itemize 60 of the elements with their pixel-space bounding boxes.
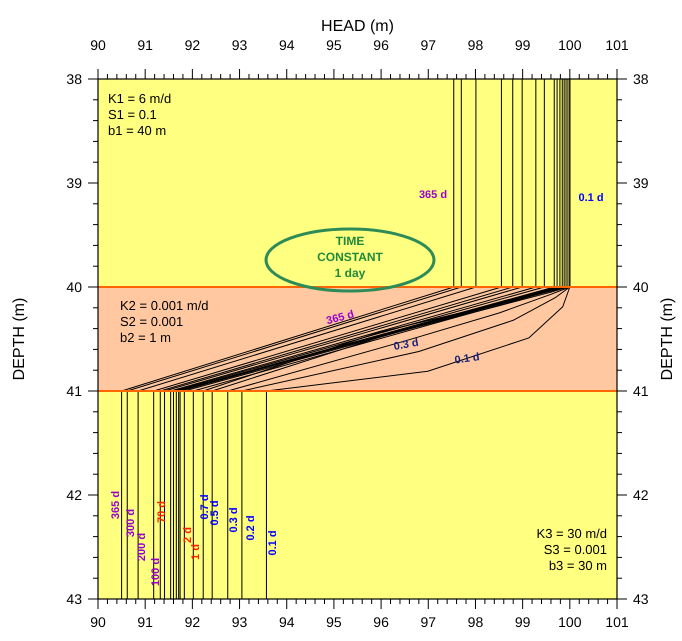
annotation: 0.1 d bbox=[454, 351, 480, 367]
y2-tick-label: 41 bbox=[633, 382, 649, 399]
annotation: K2 = 0.001 m/d S2 = 0.001 b2 = 1 m bbox=[120, 298, 209, 345]
y-tick-label: 42 bbox=[66, 486, 82, 503]
annotation: 0.3 d bbox=[392, 336, 420, 353]
x-tick-label: 93 bbox=[232, 614, 248, 630]
annotation: 1 d bbox=[190, 544, 202, 560]
x2-tick-label: 96 bbox=[373, 37, 390, 53]
y2-tick-label: 43 bbox=[633, 590, 649, 607]
x-tick-label: 99 bbox=[514, 614, 531, 630]
y-axis-title: DEPTH (m) bbox=[11, 298, 28, 380]
x2-tick-label: 99 bbox=[514, 37, 531, 53]
x-tick-label: 91 bbox=[137, 614, 154, 630]
annotation: 2 d bbox=[182, 527, 194, 543]
annotation: 70 d bbox=[156, 500, 168, 524]
y-tick-label: 39 bbox=[66, 174, 82, 191]
x2-axis-title: HEAD (m) bbox=[321, 18, 394, 35]
y2-tick-label: 39 bbox=[633, 174, 649, 191]
annotation: 365 d bbox=[110, 490, 122, 520]
y-tick-label: 38 bbox=[66, 70, 82, 87]
annotation: 100 d bbox=[150, 558, 162, 586]
x2-tick-label: 98 bbox=[468, 37, 484, 53]
x-tick-label: 94 bbox=[278, 614, 295, 630]
annotation: TIME CONSTANT 1 day bbox=[317, 234, 384, 280]
y2-tick-label: 42 bbox=[633, 486, 649, 503]
x2-tick-label: 94 bbox=[278, 37, 295, 53]
annotation: K3 = 30 m/d S3 = 0.001 b3 = 30 m bbox=[536, 526, 607, 573]
x2-tick-label: 90 bbox=[90, 37, 106, 53]
x2-tick-label: 97 bbox=[420, 37, 436, 53]
x-tick-label: 95 bbox=[326, 614, 342, 630]
x-tick-label: 100 bbox=[558, 614, 582, 630]
y-tick-label: 41 bbox=[66, 382, 82, 399]
annotation: 365 d bbox=[325, 308, 356, 328]
x-tick-label: 101 bbox=[605, 614, 629, 630]
annotation: 0.7 d bbox=[198, 494, 211, 520]
x2-tick-label: 92 bbox=[184, 37, 200, 53]
annotation: 200 d bbox=[136, 532, 148, 562]
y2-axis-title: DEPTH (m) bbox=[659, 298, 676, 380]
annotation: K1 = 6 m/d S1 = 0.1 b1 = 40 m bbox=[108, 91, 172, 138]
y2-tick-label: 40 bbox=[633, 278, 649, 295]
y2-tick-label: 38 bbox=[633, 70, 649, 87]
x2-tick-label: 100 bbox=[558, 37, 582, 53]
x2-tick-label: 93 bbox=[232, 37, 248, 53]
annotation: 300 d bbox=[124, 508, 137, 538]
annotation: 0.1 d bbox=[578, 192, 604, 204]
annotation: 365 d bbox=[418, 188, 448, 201]
x2-tick-label: 91 bbox=[137, 37, 154, 53]
x-tick-label: 97 bbox=[420, 614, 436, 630]
x-tick-label: 90 bbox=[90, 614, 106, 630]
x-tick-label: 98 bbox=[468, 614, 484, 630]
x-tick-label: 92 bbox=[184, 614, 200, 630]
x-tick-label: 96 bbox=[373, 614, 390, 630]
annotation: 0.2 d bbox=[244, 515, 257, 541]
annotation: 0.3 d bbox=[228, 507, 240, 533]
y-tick-label: 43 bbox=[66, 590, 82, 607]
annotation: 0.1 d bbox=[266, 530, 279, 556]
x2-tick-label: 101 bbox=[605, 37, 629, 53]
x2-tick-label: 95 bbox=[326, 37, 342, 53]
annotation: 0.5 d bbox=[208, 500, 221, 526]
y-tick-label: 40 bbox=[66, 278, 82, 295]
